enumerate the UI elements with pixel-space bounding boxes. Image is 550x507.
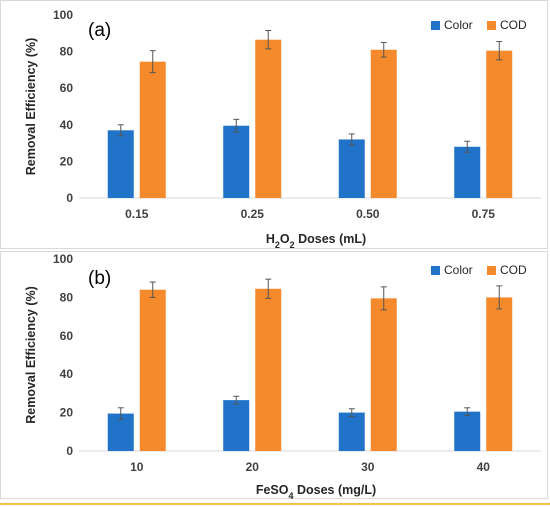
y-tick-label: 0 [66,444,73,458]
x-tick-label: 0.50 [356,207,380,221]
y-tick-label: 60 [60,81,74,95]
x-axis-title-part: FeSO [256,483,289,497]
chart-a-svg: 0 20 40 60 80 100 0.15 0.25 0.50 0.75 Removal Effi… [24,8,541,250]
x-tick-label: 0.25 [241,207,265,221]
legend-label-color: Color [444,263,473,277]
x-axis-title-subscript: 4 [288,491,293,501]
y-tick-label: 40 [60,367,74,381]
panel-label: (a) [88,20,111,41]
x-tick-label: 20 [246,460,260,474]
x-axis-title-part: Doses (mL) [295,232,367,246]
y-tick-label: 80 [60,45,74,59]
legend-swatch-color [431,266,440,275]
x-tick-label: 0.15 [125,207,149,221]
bar-color [454,411,481,451]
y-axis-title: Removal Efficiency (%) [24,286,38,424]
bar-color [338,139,365,198]
legend-label-cod: COD [500,18,527,32]
bar-cod [370,298,397,451]
legend-label-cod: COD [500,263,527,277]
legend-swatch-cod [487,266,496,275]
x-tick-label: 40 [477,460,491,474]
y-tick-label: 60 [60,329,74,343]
chart-panel-a: 0 20 40 60 80 100 0.15 0.25 0.50 0.75 Removal Effi… [0,0,548,250]
x-axis-title-part: O [280,232,290,246]
chart-panel-b: 0 20 40 60 80 100 10 20 30 40 Removal Efficiency (… [0,251,548,501]
y-tick-label: 20 [60,406,74,420]
x-axis-title: H2O2 Doses (mL) [266,232,366,250]
x-axis-title: FeSO4 Doses (mg/L) [256,483,376,501]
y-tick-label: 100 [53,8,73,22]
y-axis-title: Removal Efficiency (%) [24,38,38,176]
legend-swatch-cod [487,21,496,30]
bar-color [454,146,481,198]
bar-cod [370,49,397,198]
panel-label: (b) [88,268,111,289]
bottom-divider [0,503,550,505]
chart-b-svg: 0 20 40 60 80 100 10 20 30 40 Removal Efficiency (… [24,252,541,501]
legend-label-color: Color [444,18,473,32]
x-axis-title-subscript: 2 [290,240,295,250]
bar-color [223,125,250,198]
bar-cod [486,297,513,451]
bar-cod [139,61,166,198]
y-tick-label: 100 [53,252,73,266]
bar-color [338,412,365,451]
legend-swatch-color [431,21,440,30]
y-tick-label: 20 [60,154,74,168]
x-axis-title-part: Doses (mg/L) [294,483,377,497]
x-tick-label: 10 [130,460,144,474]
x-axis-title-part: H [266,232,275,246]
bar-cod [255,288,282,451]
y-tick-label: 0 [66,191,73,205]
bar-cod [139,289,166,451]
x-tick-label: 30 [361,460,375,474]
bar-cod [486,50,513,199]
y-tick-label: 40 [60,118,74,132]
y-tick-label: 80 [60,290,74,304]
bar-color [223,400,250,451]
x-axis-title-subscript: 2 [275,240,280,250]
x-tick-label: 0.75 [472,207,496,221]
bar-cod [255,39,282,198]
bar-color [107,130,134,198]
